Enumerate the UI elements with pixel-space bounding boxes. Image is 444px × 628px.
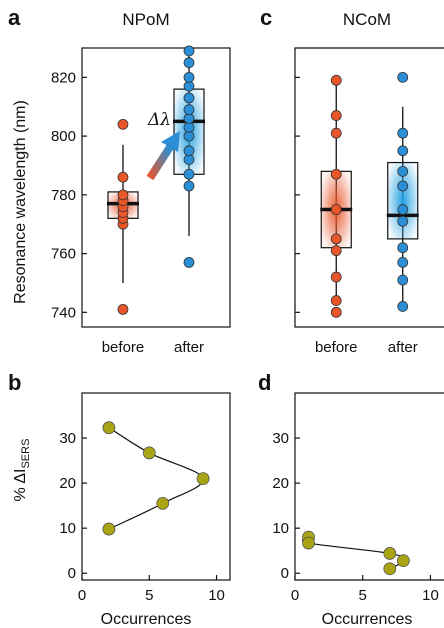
- panel-a-letter: a: [8, 5, 21, 30]
- x-tick-label-d: 0: [291, 587, 299, 604]
- data-point-a-after: [183, 145, 195, 157]
- data-point-a-after: [183, 104, 195, 116]
- data-point-d: [383, 547, 397, 560]
- data-point-a-after: [183, 168, 195, 180]
- axis-frame-d: [294, 392, 444, 581]
- y-tick-label-a: 820: [51, 69, 76, 86]
- data-point-a-after: [183, 57, 195, 69]
- data-point-a-after: [183, 92, 195, 104]
- axis-frame-c: [294, 47, 444, 328]
- data-point-c-after: [397, 127, 409, 139]
- y-tick-label-b: 10: [59, 520, 76, 537]
- fit-curve-b: [108, 427, 204, 530]
- data-point-a-after: [183, 45, 195, 57]
- y-tick-label-b: 20: [59, 475, 76, 492]
- data-point-c-after: [397, 71, 409, 83]
- data-point-c-after: [397, 165, 409, 177]
- panel-a-title: NPoM: [122, 10, 169, 29]
- y-tick-label-b: 30: [59, 430, 76, 447]
- bottom-y-axis-label-sub: SERS: [20, 439, 32, 469]
- panel-c-letter: c: [260, 5, 272, 30]
- x-tick-label-b: 0: [78, 587, 86, 604]
- data-point-b: [196, 472, 210, 486]
- delta-lambda-label: Δλ: [147, 110, 171, 130]
- data-point-d: [396, 554, 410, 568]
- data-point-c-after: [397, 301, 409, 312]
- data-point-a-after: [183, 256, 195, 268]
- data-point-a-after: [183, 71, 195, 83]
- panel-a-plot: 740 760 780 800 820 before after: [51, 45, 231, 356]
- data-point-c-before: [330, 204, 342, 215]
- x-tick-label-d: 10: [422, 587, 439, 604]
- y-tick-label-a: 800: [51, 128, 76, 145]
- bottom-y-axis-label-main: % ΔI: [12, 469, 29, 502]
- panel-c-title: NCoM: [343, 10, 391, 29]
- panel-b-letter: b: [8, 370, 21, 395]
- data-point-c-before: [330, 110, 342, 121]
- data-point-b: [102, 421, 116, 435]
- axis-frame-a: [81, 47, 231, 328]
- panel-d-x-axis-label: Occurrences: [322, 611, 413, 628]
- y-tick-label-b: 0: [68, 565, 76, 582]
- data-point-c-after: [397, 256, 409, 268]
- y-tick-label-d: 0: [281, 565, 289, 582]
- y-tick-label-a: 760: [51, 246, 76, 263]
- data-point-d: [302, 536, 315, 550]
- x-tick-label-d: 5: [359, 587, 367, 604]
- data-point-c-after: [397, 204, 409, 215]
- data-point-d: [383, 562, 397, 576]
- data-point-c-before: [330, 245, 342, 257]
- panel-d-plot: 0 10 20 30 0 5 10: [272, 392, 444, 604]
- data-point-c-after: [397, 180, 409, 192]
- data-point-a-before: [117, 171, 129, 183]
- axis-frame-b: [81, 392, 231, 581]
- data-point-c-before: [330, 295, 342, 306]
- delta-lambda-arrow: [146, 131, 180, 181]
- category-label-c: after: [388, 339, 418, 356]
- y-tick-label-a: 780: [51, 187, 76, 204]
- data-point-a-before: [117, 118, 129, 130]
- data-point-b: [102, 522, 116, 536]
- data-point-a-before: [117, 303, 129, 315]
- y-tick-label-d: 10: [272, 520, 289, 537]
- category-label-a: before: [102, 339, 145, 356]
- category-label-c: before: [315, 339, 358, 356]
- data-point-c-after: [397, 215, 409, 227]
- data-point-c-after: [397, 242, 409, 254]
- data-point-c-after: [397, 274, 409, 286]
- data-point-c-before: [330, 168, 342, 180]
- y-tick-label-a: 740: [51, 304, 76, 321]
- panel-d-letter: d: [258, 370, 271, 395]
- data-point-a-before: [117, 189, 129, 201]
- data-point-c-after: [397, 145, 409, 157]
- panel-c-plot: before after: [294, 47, 444, 356]
- bottom-y-axis-label: % ΔISERS: [12, 439, 32, 502]
- data-point-b: [142, 446, 156, 460]
- x-tick-label-b: 5: [145, 587, 153, 604]
- data-point-b: [156, 496, 170, 510]
- x-tick-label-b: 10: [208, 587, 225, 604]
- data-point-c-before: [330, 127, 342, 139]
- data-point-c-before: [330, 306, 342, 318]
- data-point-c-before: [330, 74, 342, 86]
- y-tick-label-d: 20: [272, 475, 289, 492]
- top-y-axis-label: Resonance wavelength (nm): [12, 100, 29, 304]
- data-point-a-after: [183, 180, 195, 192]
- category-label-a: after: [174, 339, 204, 356]
- data-point-c-before: [330, 233, 342, 245]
- data-point-c-before: [330, 271, 342, 283]
- panel-b-plot: 0 10 20 30 0 5 10: [59, 392, 231, 604]
- y-tick-label-d: 30: [272, 430, 289, 447]
- panel-b-x-axis-label: Occurrences: [101, 611, 192, 628]
